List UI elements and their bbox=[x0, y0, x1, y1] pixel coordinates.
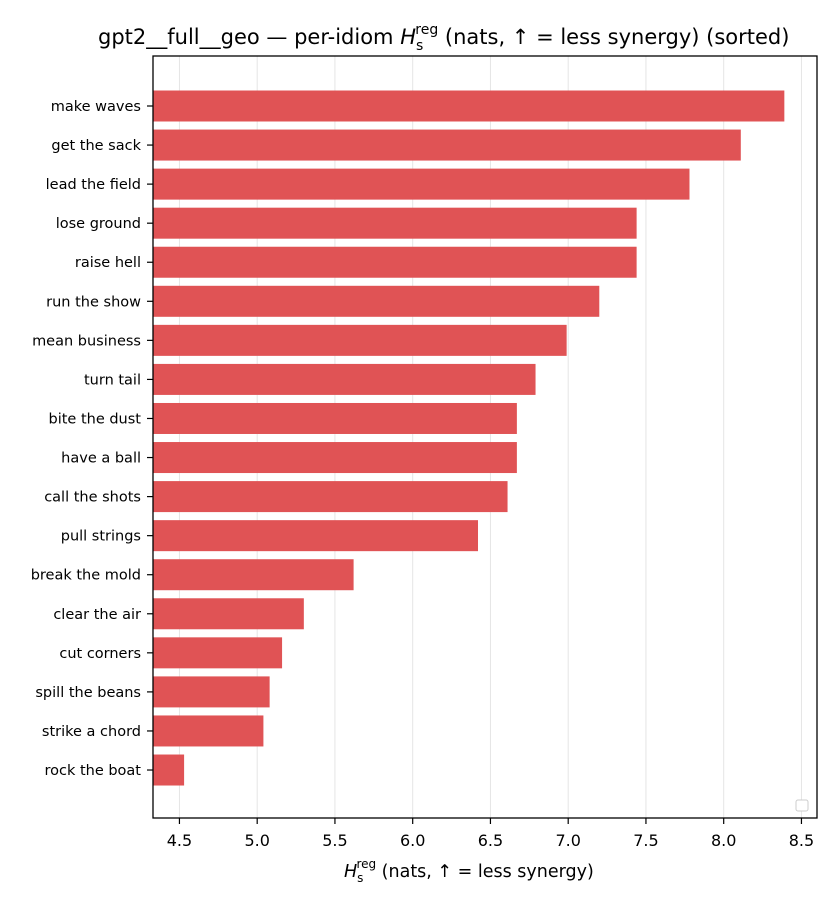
bar bbox=[153, 442, 517, 474]
category-label: lose ground bbox=[56, 216, 141, 232]
bar bbox=[153, 754, 185, 786]
bar bbox=[153, 598, 304, 630]
x-tick-label: 6.0 bbox=[400, 831, 425, 850]
category-label: run the show bbox=[46, 294, 141, 310]
category-label: get the sack bbox=[51, 138, 141, 154]
category-label: lead the field bbox=[46, 177, 141, 193]
bar bbox=[153, 676, 270, 708]
bar bbox=[153, 90, 785, 122]
category-label: break the mold bbox=[31, 568, 141, 584]
category-label: bite the dust bbox=[49, 411, 142, 427]
bar bbox=[153, 715, 264, 747]
category-label: mean business bbox=[32, 333, 141, 349]
x-tick-label: 5.5 bbox=[322, 831, 347, 850]
bar bbox=[153, 363, 536, 395]
x-tick-label: 8.0 bbox=[711, 831, 736, 850]
x-axis: 4.5 5.0 5.5 6.0 6.5 7.0 7.5 8.0 8.5 bbox=[167, 818, 814, 850]
category-label: spill the beans bbox=[35, 685, 141, 701]
category-label: turn tail bbox=[84, 372, 141, 388]
category-label: cut corners bbox=[59, 646, 141, 662]
bar bbox=[153, 481, 508, 513]
category-label: rock the boat bbox=[44, 763, 141, 779]
bar bbox=[153, 637, 283, 669]
category-label: make waves bbox=[51, 99, 141, 115]
category-label: call the shots bbox=[44, 490, 141, 506]
bar bbox=[153, 402, 517, 434]
category-label: clear the air bbox=[53, 607, 141, 623]
category-label: have a ball bbox=[61, 451, 141, 467]
bar bbox=[153, 559, 354, 591]
x-tick-label: 7.5 bbox=[633, 831, 658, 850]
y-axis: make waves get the sack lead the field lose… bbox=[31, 99, 153, 779]
x-tick-label: 6.5 bbox=[478, 831, 503, 850]
x-tick-label: 7.0 bbox=[555, 831, 580, 850]
category-label: strike a chord bbox=[42, 724, 141, 740]
chart-title: gpt2__full__geo — per-idiom Hsreg (nats,… bbox=[98, 22, 789, 54]
plot-frame bbox=[152, 55, 818, 819]
x-tick-label: 4.5 bbox=[167, 831, 192, 850]
legend-box bbox=[795, 799, 809, 812]
bar bbox=[153, 207, 637, 239]
x-tick-label: 5.0 bbox=[244, 831, 269, 850]
bar bbox=[153, 168, 690, 200]
bar bbox=[153, 520, 479, 552]
bar bbox=[153, 129, 741, 161]
bar bbox=[153, 324, 567, 356]
x-tick-label: 8.5 bbox=[789, 831, 814, 850]
category-label: raise hell bbox=[75, 255, 141, 271]
x-axis-label: Hsreg (nats, ↑ = less synergy) bbox=[344, 857, 594, 885]
bars bbox=[153, 90, 785, 786]
category-label: pull strings bbox=[61, 529, 141, 545]
bar bbox=[153, 246, 637, 278]
bar bbox=[153, 285, 600, 317]
